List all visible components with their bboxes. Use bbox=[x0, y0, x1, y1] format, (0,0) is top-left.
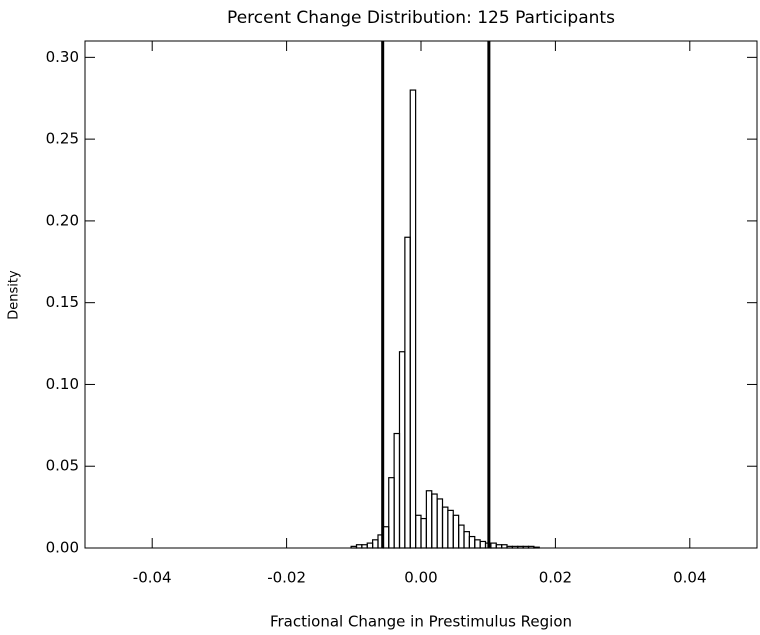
histogram-bar bbox=[522, 545, 530, 549]
histogram-bar bbox=[501, 544, 508, 549]
histogram-bar bbox=[511, 545, 519, 549]
histogram-bar bbox=[420, 517, 427, 549]
histogram-bar bbox=[527, 545, 535, 549]
x-tick-label: 0.00 bbox=[404, 569, 437, 587]
y-axis-label: Density bbox=[7, 270, 22, 320]
histogram-bar bbox=[495, 544, 503, 549]
histogram-bar bbox=[452, 514, 460, 549]
y-tick-label: 0.10 bbox=[46, 375, 79, 393]
histogram-bar bbox=[474, 539, 481, 549]
histogram-bar bbox=[393, 432, 401, 549]
histogram-bar bbox=[355, 544, 363, 549]
histogram-bar bbox=[361, 544, 368, 549]
histogram-bar bbox=[463, 531, 470, 549]
histogram-bar bbox=[372, 539, 379, 549]
histogram-bar bbox=[350, 545, 358, 549]
plot-frame bbox=[84, 40, 758, 549]
histogram-bar bbox=[366, 542, 374, 549]
histogram-bar bbox=[415, 514, 422, 549]
x-tick-label: -0.04 bbox=[133, 569, 172, 587]
histogram-bar bbox=[409, 89, 417, 549]
histogram-bar bbox=[436, 498, 444, 549]
chart-title: Percent Change Distribution: 125 Partici… bbox=[227, 8, 615, 28]
y-tick-label: 0.30 bbox=[46, 48, 79, 66]
histogram-bar bbox=[447, 509, 454, 549]
y-tick-label: 0.15 bbox=[46, 293, 79, 311]
x-tick-label: -0.02 bbox=[267, 569, 306, 587]
histogram-bar bbox=[517, 545, 524, 549]
histogram-bar bbox=[533, 546, 540, 549]
histogram-bar bbox=[490, 542, 497, 549]
histogram-bar bbox=[479, 540, 487, 549]
histogram-bar bbox=[468, 535, 476, 549]
histogram-bar bbox=[398, 351, 406, 549]
y-tick-label: 0.05 bbox=[46, 457, 79, 475]
x-tick-label: 0.04 bbox=[673, 569, 706, 587]
histogram-bar bbox=[425, 490, 433, 549]
y-tick-label: 0.25 bbox=[46, 130, 79, 148]
histogram-bar bbox=[506, 545, 513, 549]
histogram-bar bbox=[388, 477, 395, 549]
x-tick-label: 0.02 bbox=[539, 569, 572, 587]
y-tick-label: 0.00 bbox=[46, 539, 79, 557]
histogram-bar bbox=[431, 493, 438, 549]
y-tick-label: 0.20 bbox=[46, 211, 79, 229]
histogram-bar bbox=[441, 506, 449, 549]
histogram-bar bbox=[458, 524, 465, 549]
histogram-bar bbox=[404, 236, 411, 549]
x-axis-label: Fractional Change in Prestimulus Region bbox=[270, 613, 572, 631]
